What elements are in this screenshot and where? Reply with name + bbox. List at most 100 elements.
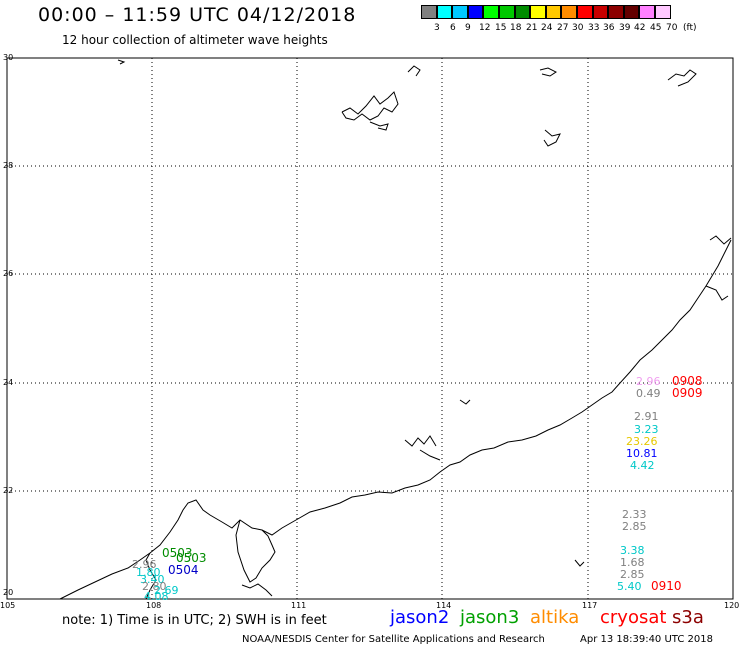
swh-value: 3.40 xyxy=(140,573,165,586)
lat-label: 22 xyxy=(3,486,14,495)
swh-value: 3.23 xyxy=(634,423,659,436)
swh-value: 2.96 xyxy=(636,375,661,388)
legend-swatch xyxy=(561,5,577,19)
coastline xyxy=(574,559,585,567)
legend-swatch xyxy=(623,5,640,19)
lon-label: 120 xyxy=(724,601,740,610)
satellite-legend-jason2: jason2 xyxy=(390,607,450,628)
lon-label: 108 xyxy=(146,601,162,610)
swh-value: 2.91 xyxy=(634,410,659,423)
generation-timestamp: Apr 13 18:39:40 UTC 2018 xyxy=(580,634,713,645)
lon-label: 117 xyxy=(582,601,598,610)
lat-label: 30 xyxy=(3,53,14,62)
credit-line: NOAA/NESDIS Center for Satellite Applica… xyxy=(242,634,545,645)
legend-label: 36 xyxy=(603,23,615,33)
lon-label: 114 xyxy=(436,601,452,610)
coastline xyxy=(404,435,437,447)
coastline xyxy=(145,552,157,600)
pass-time-label: 0503 xyxy=(176,551,207,565)
coastline xyxy=(667,69,697,87)
swh-value: 1.68 xyxy=(620,556,645,569)
satellite-legend-altika: altika xyxy=(530,607,580,628)
chart-title: 00:00 – 11:59 UTC 04/12/2018 xyxy=(38,4,357,26)
legend-label: 12 xyxy=(479,23,491,33)
legend-label: 45 xyxy=(650,23,662,33)
legend-swatch xyxy=(592,5,609,19)
swh-value: 10.81 xyxy=(626,447,658,460)
lat-label: 28 xyxy=(3,161,14,170)
legend-label: 27 xyxy=(557,23,569,33)
lon-label: 105 xyxy=(0,601,16,610)
legend-label: 21 xyxy=(526,23,538,33)
coastline xyxy=(539,67,557,77)
swh-value: 4.08 xyxy=(144,590,169,603)
coastline xyxy=(419,449,441,461)
pass-time-label: 0503 xyxy=(162,546,193,560)
coastline xyxy=(241,583,273,597)
swh-value: 0.49 xyxy=(636,387,661,400)
legend-swatch xyxy=(639,5,655,19)
legend-unit: (ft) xyxy=(683,23,697,33)
swh-value: 2.96 xyxy=(132,558,157,571)
legend-swatch xyxy=(467,5,484,19)
lat-label: 24 xyxy=(3,378,14,387)
satellite-legend-cryosat: cryosat xyxy=(600,607,667,628)
satellite-legend-s3a: s3a xyxy=(672,607,704,628)
legend-label: 42 xyxy=(634,23,646,33)
pass-time-label: 0910 xyxy=(651,579,682,593)
legend-label: 70 xyxy=(666,23,678,33)
map-frame xyxy=(6,57,734,600)
swh-value: 2.80 xyxy=(142,580,167,593)
swh-value: 1.80 xyxy=(136,566,161,579)
legend-swatch xyxy=(514,5,531,19)
lat-label: 20 xyxy=(3,588,14,597)
legend-label: 18 xyxy=(510,23,522,33)
legend-label: 9 xyxy=(465,23,471,33)
coastline xyxy=(369,121,389,131)
coastline xyxy=(341,91,399,121)
swh-value: 2.33 xyxy=(622,508,647,521)
swh-value: 5.40 xyxy=(617,580,642,593)
pass-time-label: 0504 xyxy=(168,563,199,577)
legend-swatch xyxy=(655,5,671,19)
chart-subtitle: 12 hour collection of altimeter wave hei… xyxy=(62,33,328,47)
legend-swatch xyxy=(545,5,562,19)
units-note: note: 1) Time is in UTC; 2) SWH is in fe… xyxy=(62,613,327,628)
legend-swatch xyxy=(452,5,468,19)
legend-label: 30 xyxy=(572,23,584,33)
legend-label: 33 xyxy=(588,23,600,33)
coastline xyxy=(117,59,126,65)
pass-time-label: 0908 xyxy=(672,374,703,388)
coastline xyxy=(59,59,732,600)
legend-swatch xyxy=(421,5,437,19)
swh-value: 2.85 xyxy=(620,568,645,581)
legend-swatch xyxy=(483,5,499,19)
legend-swatch xyxy=(436,5,453,19)
coastline xyxy=(235,519,276,583)
satellite-legend-jason3: jason3 xyxy=(460,607,520,628)
swh-value: 2.85 xyxy=(622,520,647,533)
coastline xyxy=(543,129,561,147)
legend-swatch xyxy=(499,5,515,19)
pass-time-label: 0909 xyxy=(672,386,703,400)
swh-value: 2.69 xyxy=(154,584,179,597)
coastline xyxy=(705,285,729,301)
lat-lon-grid xyxy=(7,58,733,599)
legend-label: 15 xyxy=(495,23,507,33)
map-panel xyxy=(6,57,734,600)
coastline xyxy=(59,239,732,600)
legend-label: 6 xyxy=(450,23,456,33)
legend-swatch xyxy=(530,5,546,19)
swh-value: 3.38 xyxy=(620,544,645,557)
swh-value: 4.42 xyxy=(630,459,655,472)
lon-label: 111 xyxy=(291,601,307,610)
legend-label: 3 xyxy=(434,23,440,33)
coastline xyxy=(407,65,421,77)
coastline xyxy=(709,235,732,245)
swh-value: 23.26 xyxy=(626,435,658,448)
coastline xyxy=(459,399,471,405)
legend-swatch xyxy=(577,5,593,19)
lat-label: 26 xyxy=(3,269,14,278)
legend-swatch xyxy=(608,5,624,19)
legend-label: 39 xyxy=(619,23,631,33)
